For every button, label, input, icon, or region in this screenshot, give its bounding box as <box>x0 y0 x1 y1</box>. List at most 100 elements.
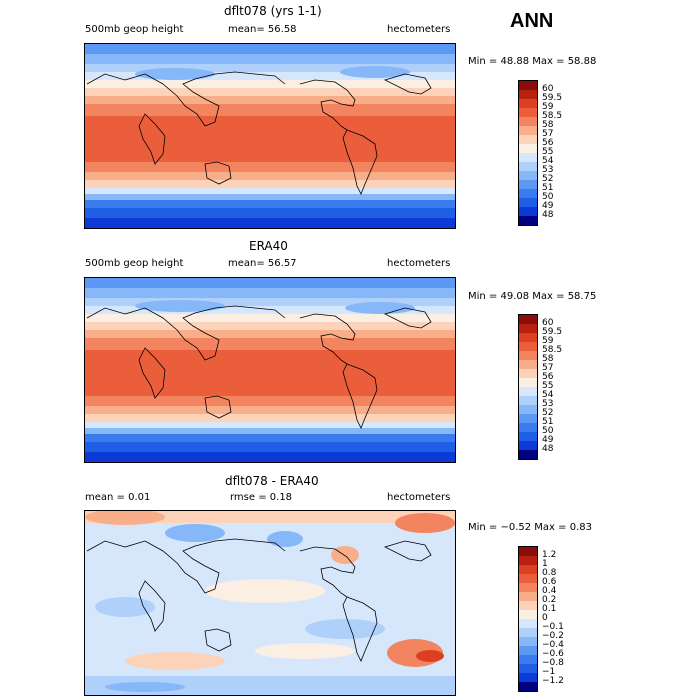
colorbar-tick-label: 60 <box>542 84 554 94</box>
colorbar-tick-label: 49 <box>542 435 554 445</box>
colorbar-segment <box>519 207 537 216</box>
panel-title: ERA40 <box>249 239 288 253</box>
colorbar-segment <box>519 108 537 117</box>
colorbar-segment <box>519 90 537 99</box>
units-label: hectometers <box>387 492 451 503</box>
colorbar-segment <box>519 189 537 198</box>
colorbar-segment <box>519 441 537 450</box>
colorbar-tick-label: 56 <box>542 372 554 382</box>
colorbar-segment <box>519 664 537 673</box>
coastlines <box>86 305 432 429</box>
colorbar-segment <box>519 405 537 414</box>
colorbar-tick-label: 54 <box>542 390 554 400</box>
colorbar <box>518 314 538 460</box>
colorbar-tick-label: 50 <box>542 192 554 202</box>
panel-title: dflt078 - ERA40 <box>225 474 319 488</box>
colorbar-tick-label: −0.4 <box>542 640 564 650</box>
colorbar-segment <box>519 369 537 378</box>
season-label: ANN <box>510 10 554 32</box>
colorbar-tick-label: 48 <box>542 444 554 454</box>
minmax-label: Min = 48.88 Max = 58.88 <box>468 56 597 67</box>
map-canvas <box>85 278 455 462</box>
colorbar-segment <box>519 117 537 126</box>
field-label: 500mb geop height <box>85 258 184 269</box>
colorbar-segment <box>519 144 537 153</box>
colorbar-tick-label: 55 <box>542 147 554 157</box>
colorbar-segment <box>519 351 537 360</box>
colorbar-tick-label: −0.1 <box>542 622 564 632</box>
colorbar-segment <box>519 135 537 144</box>
colorbar-segment <box>519 414 537 423</box>
colorbar-segment <box>519 171 537 180</box>
colorbar-tick-label: 0.1 <box>542 604 557 614</box>
map-plot <box>84 510 456 696</box>
colorbar-segment <box>519 333 537 342</box>
colorbar-segment <box>519 619 537 628</box>
colorbar-tick-label: 49 <box>542 201 554 211</box>
colorbar-tick-label: 59 <box>542 336 554 346</box>
colorbar-segment <box>519 628 537 637</box>
colorbar-segment <box>519 432 537 441</box>
colorbar-segment <box>519 682 537 691</box>
units-label: hectometers <box>387 258 451 269</box>
colorbar-tick-label: 56 <box>542 138 554 148</box>
mean-label: mean= 56.58 <box>228 24 297 35</box>
rmse-label: rmse = 0.18 <box>230 492 293 503</box>
colorbar-tick-label: −0.2 <box>542 631 564 641</box>
colorbar-tick-label: 50 <box>542 426 554 436</box>
colorbar-tick-label: 58.5 <box>542 111 563 121</box>
colorbar-segment <box>519 180 537 189</box>
colorbar-tick-label: −0.8 <box>542 658 564 668</box>
colorbar-segment <box>519 583 537 592</box>
colorbar <box>518 80 538 226</box>
colorbar-tick-label: 53 <box>542 399 554 409</box>
colorbar-segment <box>519 655 537 664</box>
colorbar-segment <box>519 450 537 459</box>
colorbar-segment <box>519 637 537 646</box>
field-label: 500mb geop height <box>85 24 184 35</box>
colorbar-segment <box>519 610 537 619</box>
colorbar-segment <box>519 601 537 610</box>
colorbar-segment <box>519 315 537 324</box>
colorbar-tick-label: 52 <box>542 174 554 184</box>
coastlines <box>86 71 432 195</box>
colorbar-segment <box>519 574 537 583</box>
colorbar-tick-label: −1.2 <box>542 676 564 686</box>
colorbar-tick-label: 57 <box>542 129 554 139</box>
colorbar-tick-label: 57 <box>542 363 554 373</box>
colorbar-tick-label: 52 <box>542 408 554 418</box>
colorbar-segment <box>519 126 537 135</box>
colorbar-tick-label: 51 <box>542 417 554 427</box>
colorbar-tick-label: 0.2 <box>542 595 557 605</box>
colorbar-tick-label: 60 <box>542 318 554 328</box>
mean-label: mean= 56.57 <box>228 258 297 269</box>
colorbar <box>518 546 538 692</box>
colorbar-segment <box>519 673 537 682</box>
map-plot <box>84 277 456 463</box>
colorbar-tick-label: 0 <box>542 613 548 623</box>
colorbar-tick-label: 58 <box>542 120 554 130</box>
colorbar-tick-label: 0.6 <box>542 577 557 587</box>
colorbar-tick-label: 59.5 <box>542 327 563 337</box>
colorbar-segment <box>519 646 537 655</box>
minmax-label: Min = −0.52 Max = 0.83 <box>468 522 592 533</box>
colorbar-tick-label: 51 <box>542 183 554 193</box>
colorbar-tick-label: 58.5 <box>542 345 563 355</box>
colorbar-tick-label: 1 <box>542 559 548 569</box>
colorbar-tick-label: 0.4 <box>542 586 557 596</box>
colorbar-tick-label: 54 <box>542 156 554 166</box>
colorbar-segment <box>519 99 537 108</box>
map-canvas <box>85 44 455 228</box>
colorbar-segment <box>519 216 537 225</box>
colorbar-tick-label: 48 <box>542 210 554 220</box>
colorbar-segment <box>519 162 537 171</box>
colorbar-segment <box>519 324 537 333</box>
map-canvas <box>85 511 455 695</box>
colorbar-segment <box>519 592 537 601</box>
colorbar-tick-label: −1 <box>542 667 556 677</box>
colorbar-tick-label: 58 <box>542 354 554 364</box>
colorbar-tick-label: −0.6 <box>542 649 564 659</box>
units-label: hectometers <box>387 24 451 35</box>
colorbar-tick-label: 53 <box>542 165 554 175</box>
map-plot <box>84 43 456 229</box>
